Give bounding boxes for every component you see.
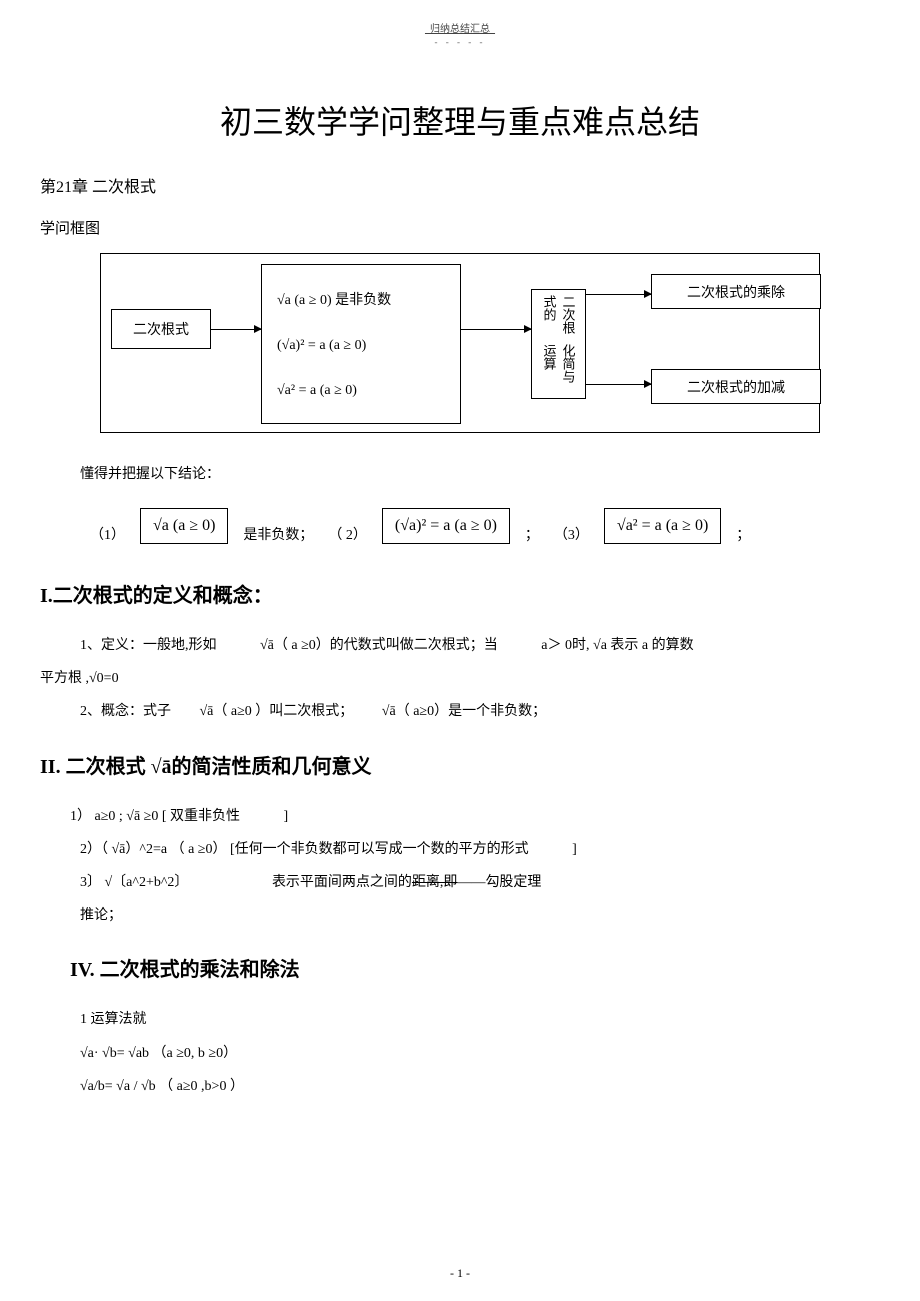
text: 2、概念：式子 [80,704,171,719]
suffix: 是非负数； [243,524,313,544]
text: 3〕 √〔a^2+b^2〕 [80,875,188,890]
vertical-text: 二次根式的 [540,295,578,344]
diagram-box-multiply: 二次根式的乘除 [651,274,821,309]
chapter-title: 第21章 二次根式 [40,173,880,197]
diagram-box-root: 二次根式 [111,309,211,349]
property-line: 2）（ √ā）^2=a （ a ≥0） [任何一个非负数都可以写成一个数的平方的… [80,837,880,862]
diagram-box-simplify: 二次根式的 化简与运算 [531,289,586,399]
rule-line: √a/b= √a / √b （ a≥0 ,b>0 ） [80,1074,880,1099]
diagram-box-properties: √a (a ≥ 0) 是非负数 (√a)² = a (a ≥ 0) √a² = … [261,264,461,424]
rule-line: 1 运算法就 [80,1007,880,1032]
header-dashes: - - - - - [40,37,880,47]
formula-line: √a (a ≥ 0) 是非负数 [277,289,391,309]
inference-line: 推论； [80,903,880,928]
label: （1） [90,524,125,544]
section-heading-1: I.二次根式的定义和概念： [40,579,880,608]
conclusion-intro: 懂得并把握以下结论： [80,463,880,483]
rule-line: √a· √b= √ab （a ≥0, b ≥0） [80,1041,880,1066]
arrow [586,294,651,295]
page-header: _归纳总结汇总_ [40,20,880,35]
text: ] [284,809,289,824]
vertical-text: 化简与运算 [540,344,578,393]
arrow [586,384,651,385]
definition-line: 1、定义：一般地,形如 √ā（ a ≥0）的代数式叫做二次根式；当 a＞ 0时,… [80,633,880,658]
formula-line: √a² = a (a ≥ 0) [277,383,357,399]
knowledge-diagram: 二次根式 √a (a ≥ 0) 是非负数 (√a)² = a (a ≥ 0) √… [100,253,820,433]
definition-line: 平方根 ,√0=0 [40,666,880,691]
section-heading-4: IV. 二次根式的乘法和除法 [70,953,880,982]
suffix: ； [736,524,750,544]
text: ] [572,842,577,857]
arrow [211,329,261,330]
property-line: 3〕 √〔a^2+b^2〕 表示平面间两点之间的距离,即——勾股定理 [80,870,880,895]
subtitle: 学问框图 [40,217,880,238]
strike-text: 距离,即 [412,875,458,890]
text: 1、定义：一般地,形如 [80,638,217,653]
text: 1） a≥0 ; √ā ≥0 [ 双重非负性 [70,809,240,824]
section-heading-2: II. 二次根式 √ā的简洁性质和几何意义 [40,750,880,779]
text: 表示平面间两点之间的 [272,875,412,890]
text: √ā（ a≥0）是一个非负数； [382,704,546,719]
formula-box: √a (a ≥ 0) [140,508,228,544]
label: （3） [554,524,589,544]
text: 2）（ √ā）^2=a （ a ≥0） [任何一个非负数都可以写成一个数的平方的… [80,842,529,857]
main-title: 初三数学学问整理与重点难点总结 [40,97,880,143]
diagram-box-add: 二次根式的加减 [651,369,821,404]
suffix: ； [525,524,539,544]
formula-box: (√a)² = a (a ≥ 0) [382,508,510,544]
property-line: 1） a≥0 ; √ā ≥0 [ 双重非负性 ] [70,804,880,829]
formula-box: √a² = a (a ≥ 0) [604,508,721,544]
formula-line: (√a)² = a (a ≥ 0) [277,338,366,354]
page-number: - 1 - [450,1266,470,1281]
conclusions-row: （1） √a (a ≥ 0) 是非负数； （ 2） (√a)² = a (a ≥… [90,508,880,544]
text: ——勾股定理 [457,875,541,890]
label: （ 2） [328,524,367,544]
concept-line: 2、概念：式子 √ā（ a≥0 ）叫二次根式； √ā（ a≥0）是一个非负数； [80,699,880,724]
text: √ā（ a ≥0）的代数式叫做二次根式；当 [260,638,498,653]
text: √ā（ a≥0 ）叫二次根式； [200,704,354,719]
text: a＞ 0时, √a 表示 a 的算数 [541,638,693,653]
arrow [461,329,531,330]
